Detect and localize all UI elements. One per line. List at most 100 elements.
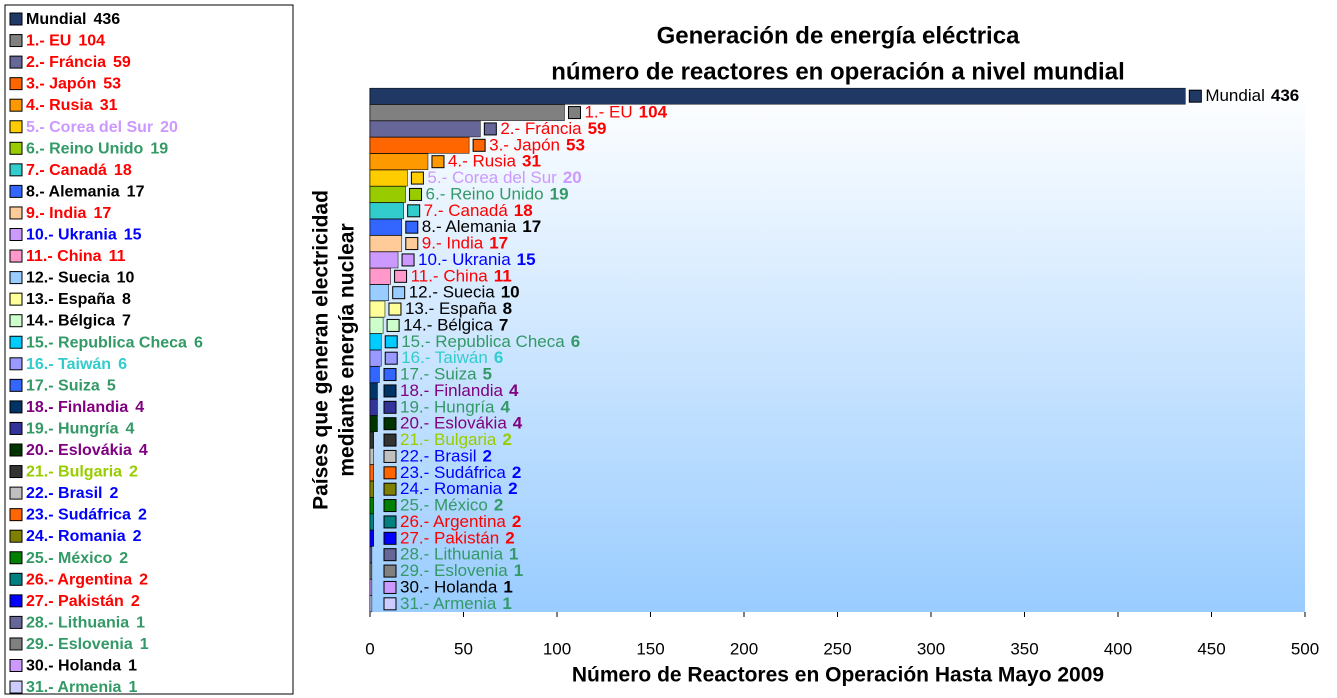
legend-key bbox=[9, 378, 23, 392]
data-label-name: 16.- Taiwán bbox=[401, 349, 488, 368]
data-label: 10.- Ukrania 15 bbox=[418, 250, 536, 269]
data-label-value: 31 bbox=[522, 152, 541, 171]
data-label: 5.- Corea del Sur 20 bbox=[427, 169, 581, 188]
legend-value: 2 bbox=[138, 507, 147, 524]
legend-value: 1 bbox=[140, 636, 149, 653]
legend-value: 17 bbox=[127, 184, 145, 201]
legend-name: 14.- Bélgica bbox=[26, 313, 115, 330]
bar bbox=[369, 186, 406, 203]
legend-name: Mundial bbox=[26, 11, 86, 28]
bar bbox=[369, 169, 408, 187]
legend-label: 19.- Hungría 4 bbox=[26, 421, 134, 438]
bar bbox=[369, 268, 391, 285]
bar bbox=[369, 251, 399, 269]
legend-name: 10.- Ukrania bbox=[26, 227, 117, 244]
legend-value: 19 bbox=[150, 141, 168, 158]
legend-key bbox=[9, 551, 23, 565]
legend-value: 59 bbox=[113, 54, 131, 71]
data-label-name: 14.- Bélgica bbox=[403, 316, 493, 335]
data-label-name: 5.- Corea del Sur bbox=[427, 169, 557, 188]
legend-name: 31.- Armenia bbox=[26, 679, 122, 696]
legend-label: 10.- Ukrania 15 bbox=[26, 227, 142, 244]
legend-value: 436 bbox=[93, 11, 120, 28]
legend-value: 1 bbox=[128, 658, 137, 675]
bar bbox=[369, 530, 374, 547]
data-label: 7.- Canadá 18 bbox=[424, 201, 533, 220]
legend-label: 8.- Alemania 17 bbox=[26, 184, 145, 201]
label-key bbox=[383, 548, 397, 562]
data-label: 24.- Romania 2 bbox=[400, 480, 518, 499]
legend-value: 10 bbox=[117, 270, 135, 287]
bar bbox=[369, 300, 386, 318]
data-label-value: 2 bbox=[512, 463, 521, 482]
label-key bbox=[383, 384, 397, 398]
data-label: 19.- Hungría 4 bbox=[400, 398, 511, 417]
data-label-value: 1 bbox=[509, 545, 518, 564]
label-key bbox=[405, 220, 419, 234]
data-label-name: 13.- España bbox=[405, 300, 497, 319]
data-label-name: 24.- Romania bbox=[400, 480, 503, 499]
data-label: 1.- EU 104 bbox=[584, 103, 667, 122]
bar bbox=[369, 235, 403, 252]
data-label-value: 7 bbox=[499, 316, 508, 335]
label-key bbox=[383, 433, 397, 447]
legend-value: 4 bbox=[139, 442, 148, 459]
legend-label: 25.- México 2 bbox=[26, 550, 128, 567]
label-key bbox=[383, 368, 397, 382]
legend-value: 104 bbox=[78, 33, 105, 50]
legend-label: 2.- Fráncia 59 bbox=[26, 54, 131, 71]
data-label-name: 7.- Canadá bbox=[424, 201, 509, 220]
x-tick-label: 200 bbox=[730, 639, 758, 658]
data-label-name: 6.- Reino Unido bbox=[426, 185, 544, 204]
data-label: 26.- Argentina 2 bbox=[400, 512, 521, 531]
data-label-value: 5 bbox=[483, 365, 492, 384]
legend-key bbox=[9, 615, 23, 629]
data-label-value: 11 bbox=[494, 267, 512, 286]
legend-key bbox=[9, 141, 23, 155]
legend-name: 8.- Alemania bbox=[26, 184, 120, 201]
bar bbox=[369, 137, 470, 154]
bar bbox=[369, 595, 373, 613]
legend-key bbox=[9, 486, 23, 500]
legend-name: 20.- Eslovákia bbox=[26, 442, 132, 459]
legend-label: 20.- Eslovákia 4 bbox=[26, 442, 148, 459]
data-label-name: 18.- Finlandia bbox=[400, 381, 504, 400]
label-key bbox=[388, 302, 402, 316]
data-label: 12.- Suecia 10 bbox=[409, 283, 520, 302]
data-label: 29.- Eslovenia 1 bbox=[400, 562, 523, 581]
legend-label: 29.- Eslovenia 1 bbox=[26, 636, 149, 653]
data-label-name: 30.- Holanda bbox=[400, 578, 498, 597]
bar bbox=[369, 333, 382, 351]
data-label-value: 15 bbox=[517, 250, 536, 269]
chart-subtitle: número de reactores en operación a nivel… bbox=[551, 58, 1125, 85]
legend-key bbox=[9, 443, 23, 457]
legend-key bbox=[9, 421, 23, 435]
x-tick-label: 250 bbox=[823, 639, 851, 658]
legend-value: 53 bbox=[103, 76, 121, 93]
bar bbox=[369, 579, 373, 596]
legend-label: 17.- Suiza 5 bbox=[26, 378, 116, 395]
legend-label: 30.- Holanda 1 bbox=[26, 658, 137, 675]
legend-name: 30.- Holanda bbox=[26, 658, 121, 675]
x-tick-label: 300 bbox=[917, 639, 945, 658]
legend-key bbox=[9, 271, 23, 285]
legend-value: 20 bbox=[160, 119, 178, 136]
label-key bbox=[384, 335, 398, 349]
label-key bbox=[383, 482, 397, 496]
legend-value: 5 bbox=[107, 378, 116, 395]
legend-name: 19.- Hungría bbox=[26, 421, 119, 438]
label-key bbox=[483, 122, 497, 136]
bar bbox=[369, 218, 403, 236]
data-label-name: 8.- Alemania bbox=[422, 218, 517, 237]
y-axis-title: mediante energía nuclear bbox=[336, 223, 359, 476]
legend-label: 15.- Republica Checa 6 bbox=[26, 334, 203, 351]
legend-key bbox=[9, 120, 23, 134]
data-label-value: 8 bbox=[503, 300, 512, 319]
data-label-name: 3.- Japón bbox=[489, 136, 560, 155]
legend-label: 26.- Argentina 2 bbox=[26, 572, 148, 589]
bar bbox=[369, 153, 429, 170]
data-label: 21.- Bulgaria 2 bbox=[400, 431, 512, 450]
data-label-value: 2 bbox=[505, 529, 514, 548]
data-label-name: 15.- Republica Checa bbox=[401, 332, 565, 351]
